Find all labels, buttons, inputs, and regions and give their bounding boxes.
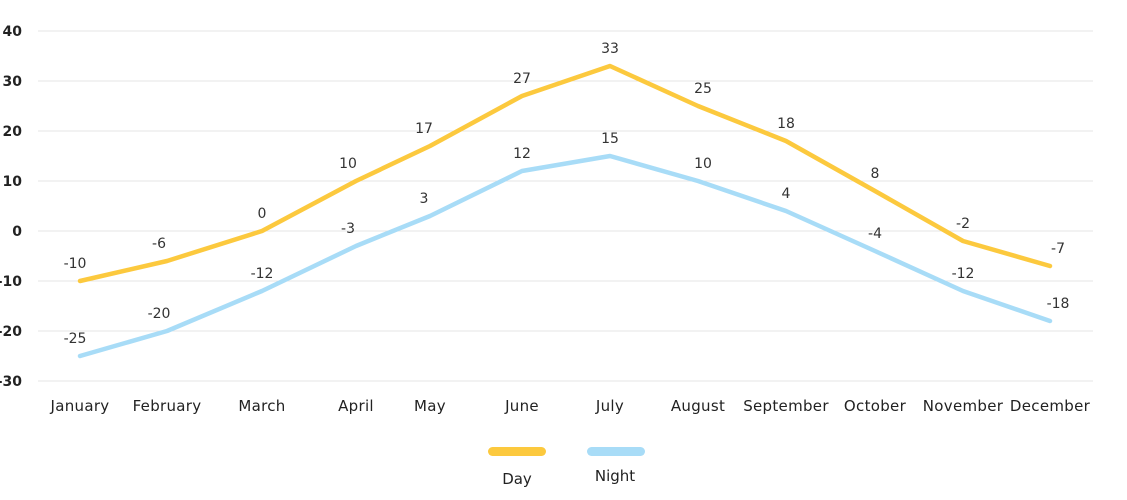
y-tick-label: 20 bbox=[3, 124, 23, 140]
data-label-night: 15 bbox=[601, 131, 619, 147]
data-label-day: 17 bbox=[415, 121, 433, 137]
data-label-day: -10 bbox=[64, 256, 87, 272]
data-label-day: 33 bbox=[601, 41, 619, 57]
data-label-night: 12 bbox=[513, 146, 531, 162]
data-labels: -10 -6 0 10 17 27 33 25 18 8 -2 -7 -25 -20 -12 -3 3 12 15 1… bbox=[64, 41, 1070, 347]
x-tick-label: November bbox=[923, 397, 1004, 415]
y-tick-label: 40 bbox=[3, 24, 23, 40]
data-label-day: 25 bbox=[694, 81, 712, 97]
x-tick-label: February bbox=[133, 397, 202, 415]
data-label-night: 3 bbox=[420, 191, 429, 207]
data-label-night: -25 bbox=[64, 331, 87, 347]
data-label-day: -7 bbox=[1051, 241, 1065, 257]
series-line-day bbox=[77, 63, 1053, 284]
x-axis-ticks: January February March April May June July Augu… bbox=[50, 397, 1091, 415]
gridlines bbox=[38, 30, 1093, 382]
series-line-night bbox=[77, 153, 1053, 359]
data-label-night: -18 bbox=[1047, 296, 1070, 312]
y-tick-label: -10 bbox=[0, 274, 22, 290]
y-tick-label: 10 bbox=[3, 174, 23, 190]
data-label-day: 8 bbox=[871, 166, 880, 182]
x-tick-label: September bbox=[743, 397, 829, 415]
data-label-night: -4 bbox=[868, 226, 882, 242]
legend-swatch-night bbox=[587, 447, 645, 456]
legend: Day Night bbox=[488, 447, 645, 488]
data-label-day: 27 bbox=[513, 71, 531, 87]
y-tick-label: 0 bbox=[12, 224, 22, 240]
data-label-night: 4 bbox=[782, 186, 791, 202]
data-label-day: -2 bbox=[956, 216, 970, 232]
x-tick-label: June bbox=[504, 397, 539, 415]
x-tick-label: May bbox=[414, 397, 446, 415]
data-label-night: -12 bbox=[952, 266, 975, 282]
x-tick-label: January bbox=[50, 397, 110, 415]
data-label-night: -12 bbox=[251, 266, 274, 282]
legend-label-night: Night bbox=[595, 467, 635, 485]
data-label-day: 18 bbox=[777, 116, 795, 132]
data-label-day: 10 bbox=[339, 156, 357, 172]
y-tick-label: -30 bbox=[0, 374, 22, 390]
data-label-night: -20 bbox=[148, 306, 171, 322]
x-tick-label: August bbox=[671, 397, 725, 415]
y-tick-label: -20 bbox=[0, 324, 22, 340]
x-tick-label: March bbox=[238, 397, 285, 415]
series-lines bbox=[77, 63, 1053, 359]
x-tick-label: April bbox=[338, 397, 374, 415]
data-label-day: -6 bbox=[152, 236, 166, 252]
data-label-night: -3 bbox=[341, 221, 355, 237]
data-label-day: 0 bbox=[258, 206, 267, 222]
legend-swatch-day bbox=[488, 447, 546, 456]
y-tick-label: 30 bbox=[3, 74, 23, 90]
x-tick-label: December bbox=[1010, 397, 1091, 415]
x-tick-label: October bbox=[844, 397, 907, 415]
x-tick-label: July bbox=[595, 397, 624, 415]
y-axis-ticks: 40 30 20 10 0 -10 -20 -30 bbox=[0, 24, 22, 390]
legend-label-day: Day bbox=[502, 470, 532, 488]
data-label-night: 10 bbox=[694, 156, 712, 172]
